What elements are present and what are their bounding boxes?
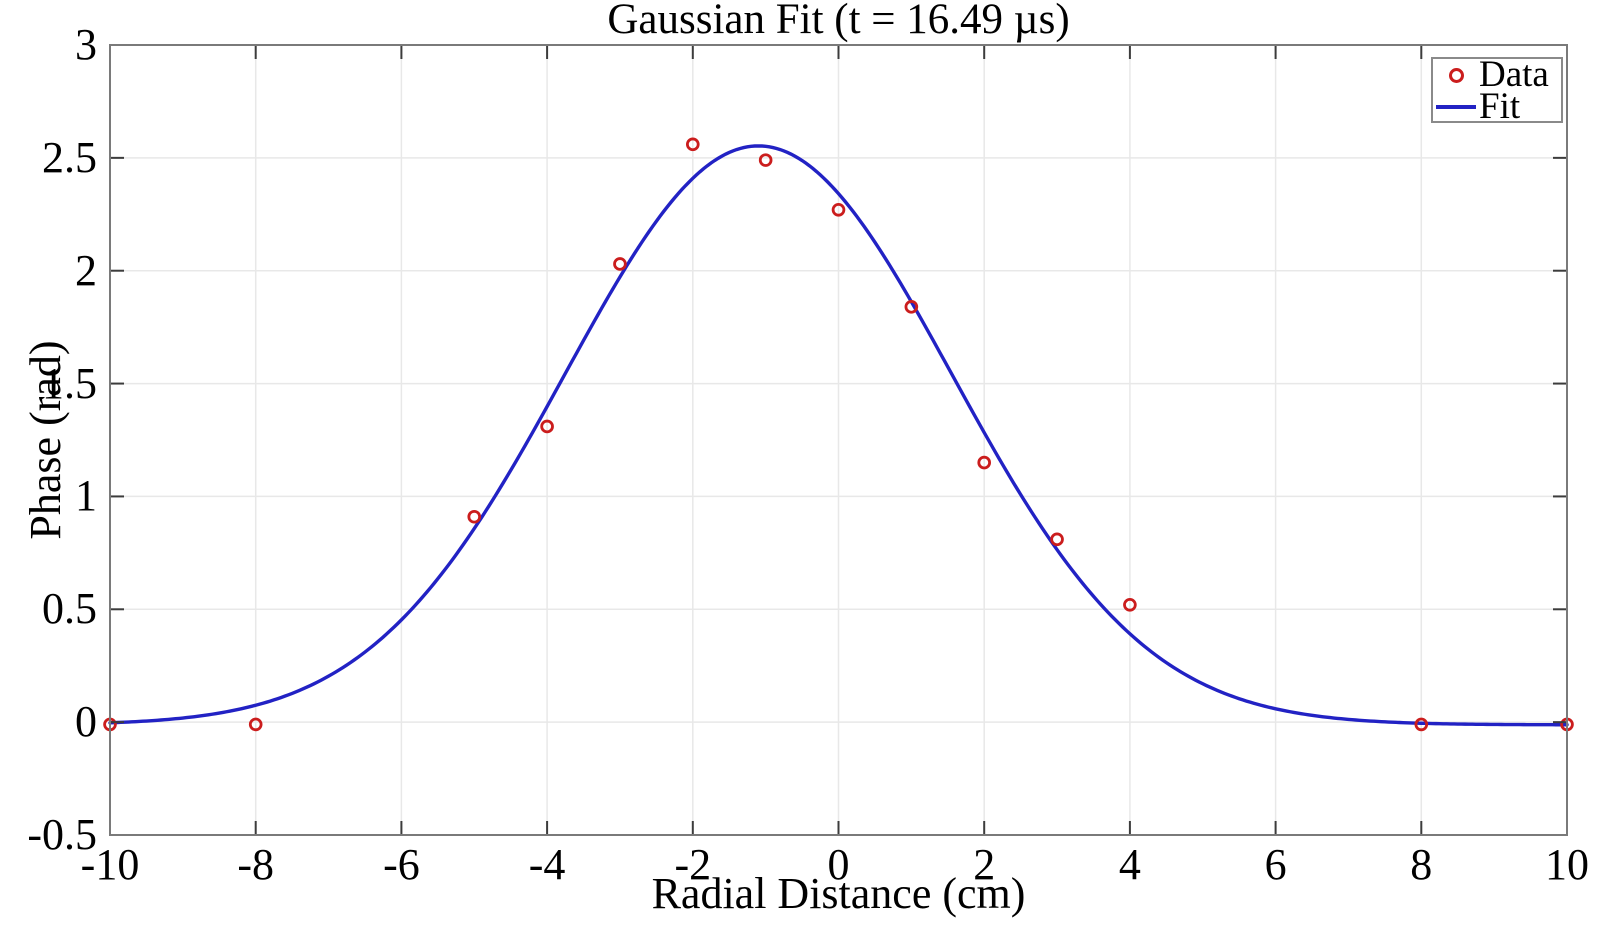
y-tick-label: 1 (75, 471, 97, 521)
y-axis-label: Phase (rad) (21, 340, 70, 540)
x-tick-label: -6 (383, 840, 420, 889)
legend-entry-data: Data (1433, 54, 1561, 95)
data-point-marker (758, 153, 773, 167)
plot-area (103, 44, 1574, 836)
chart-title: Gaussian Fit (t = 16.49 µs) (607, 0, 1070, 43)
plot-canvas (103, 44, 1574, 836)
data-point-marker (248, 717, 263, 732)
legend: Data Fit (1431, 54, 1563, 127)
y-tick-label: -0.5 (27, 810, 97, 859)
x-tick-label: 8 (1410, 840, 1433, 889)
data-point-marker (467, 509, 482, 524)
x-axis-label: Radial Distance (cm) (651, 869, 1026, 918)
data-marker-icon (1433, 67, 1479, 83)
data-point-marker (1414, 717, 1429, 732)
y-tick-label: 0 (75, 697, 97, 747)
data-point-marker (1050, 532, 1064, 547)
x-tick-label: -10 (80, 840, 140, 889)
y-tick-label: 2.5 (42, 132, 97, 182)
legend-label-data: Data (1479, 54, 1549, 95)
legend-entry-fit: Fit (1433, 86, 1561, 127)
x-tick-label: 6 (1264, 840, 1287, 889)
x-tick-label: -4 (528, 840, 566, 889)
y-tick-label: 0.5 (42, 584, 97, 634)
y-tick-label: 1.5 (42, 358, 97, 408)
x-tick-label: -2 (674, 840, 712, 889)
axis-box (109, 44, 1568, 836)
x-tick-label: 10 (1545, 840, 1589, 889)
data-point-marker (1123, 597, 1137, 612)
data-point-marker (904, 300, 919, 314)
data-point-marker (540, 419, 554, 434)
data-point-marker (977, 455, 991, 470)
y-tick-label: 3 (75, 20, 97, 69)
y-tick-label: 2 (75, 245, 97, 295)
fit-curve (108, 144, 1569, 727)
legend-label-fit: Fit (1479, 86, 1521, 127)
x-tick-label: 4 (1118, 840, 1141, 889)
x-tick-label: 0 (827, 840, 850, 889)
data-point-marker (685, 137, 700, 152)
x-tick-label: 2 (973, 840, 996, 889)
fit-line-icon (1433, 105, 1479, 109)
data-point-marker (831, 202, 846, 217)
data-point-marker (613, 257, 627, 271)
x-tick-label: -8 (237, 840, 275, 889)
